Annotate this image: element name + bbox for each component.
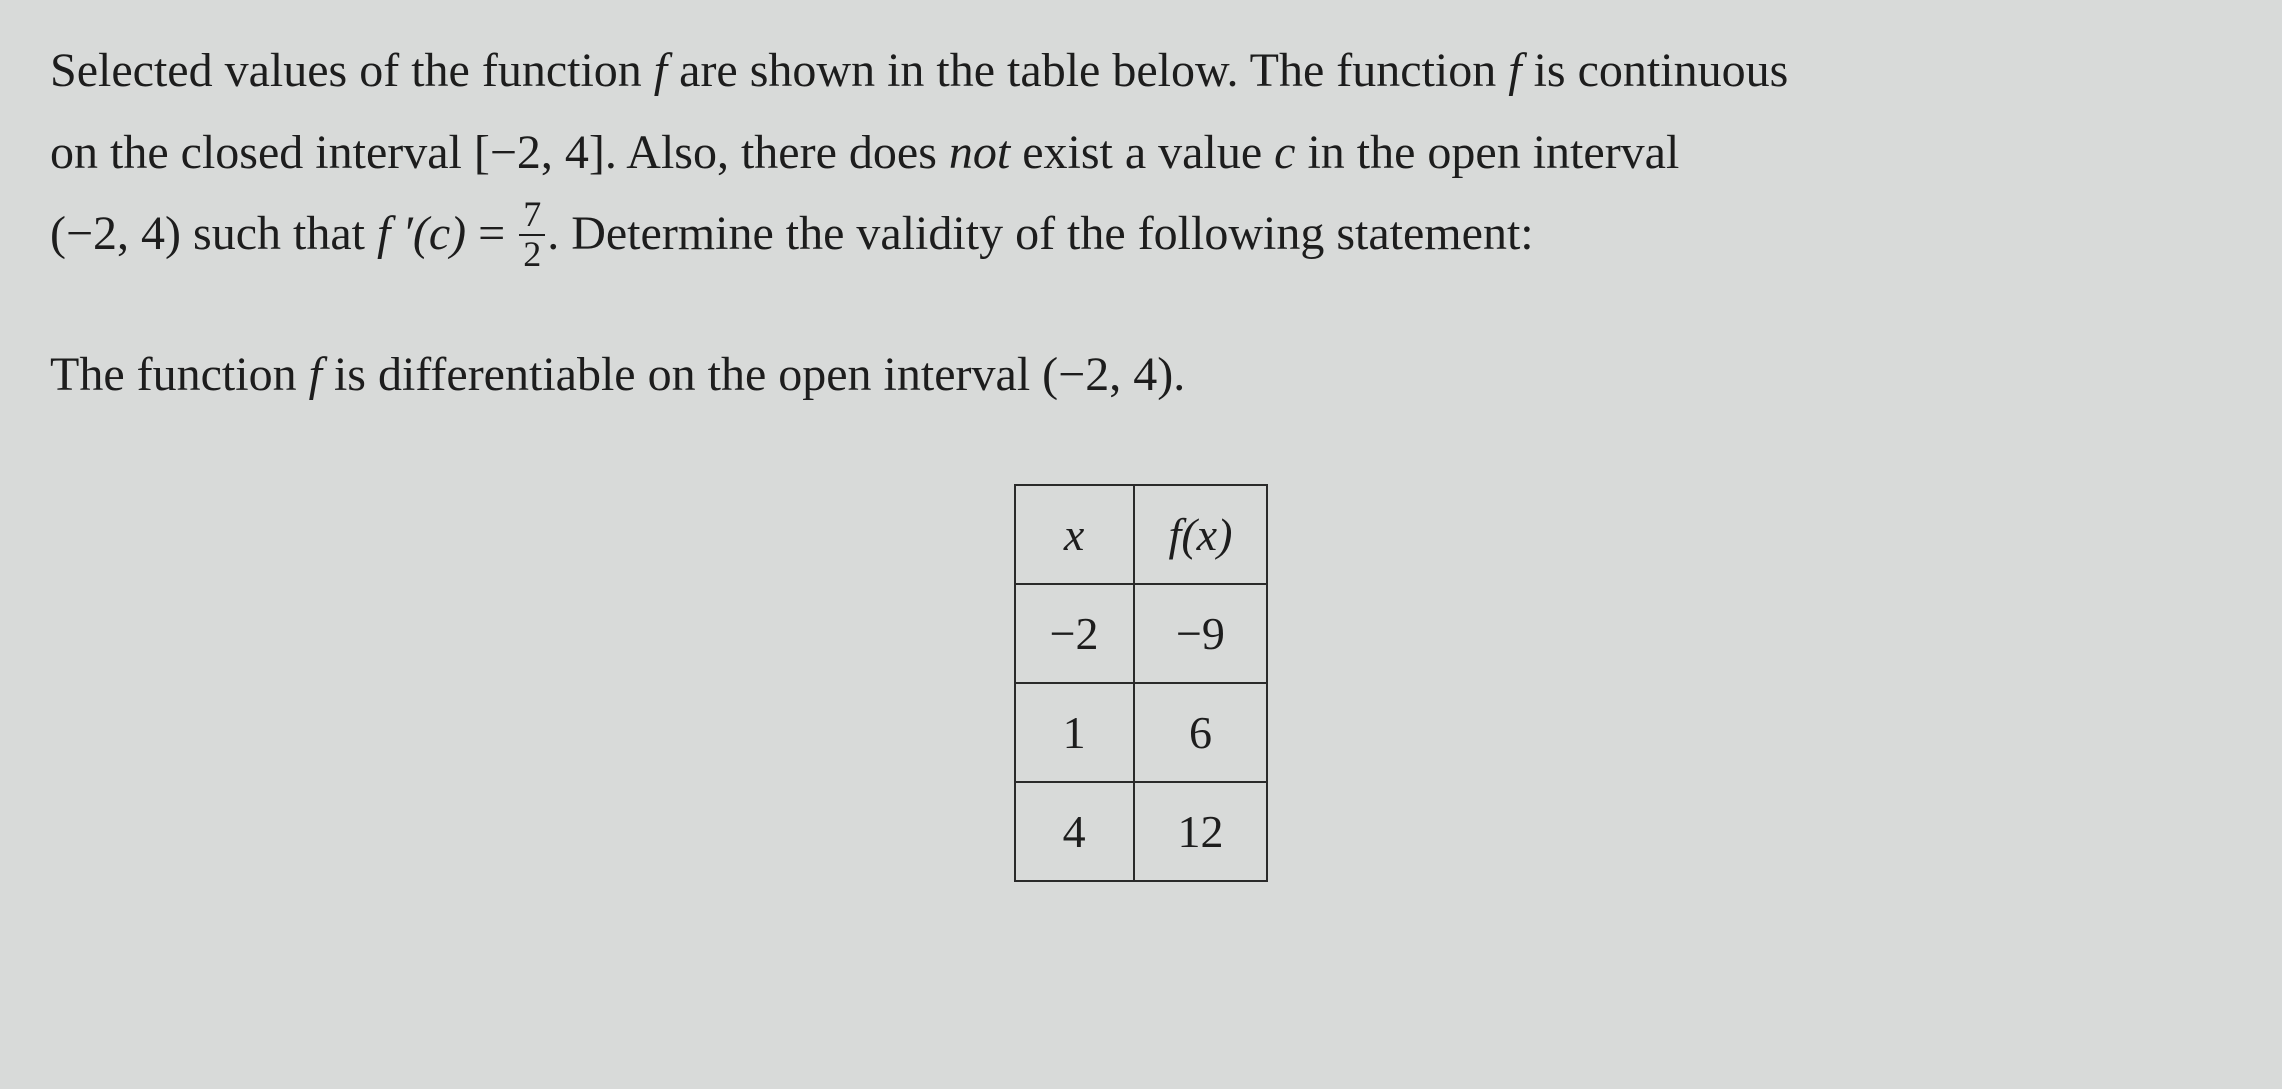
text: is continuous: [1522, 44, 1789, 97]
equals: =: [466, 207, 517, 260]
col-header-x: x: [1015, 485, 1134, 584]
text: exist a value: [1010, 126, 1274, 179]
text: on the closed interval: [50, 126, 474, 179]
text: are shown in the table below. The functi…: [667, 44, 1508, 97]
symbol-f: f: [1508, 44, 1521, 97]
text: . Determine the validity of the followin…: [547, 207, 1533, 260]
text: Selected values of the function: [50, 44, 654, 97]
symbol-c: c: [1274, 126, 1295, 179]
text: The function: [50, 348, 309, 401]
text: is differentiable on the open interval: [322, 348, 1042, 401]
page: Selected values of the function f are sh…: [0, 0, 2282, 1089]
problem-text: Selected values of the function f are sh…: [50, 30, 2232, 277]
cell-fx: 12: [1134, 782, 1268, 881]
col-x-label: x: [1064, 509, 1084, 560]
table-header-row: x f(x): [1015, 485, 1268, 584]
data-table: x f(x) −2 −9 1 6 4 12: [1014, 484, 1269, 882]
fraction-den: 2: [519, 236, 545, 274]
text: such that: [181, 207, 377, 260]
cell-fx: −9: [1134, 584, 1268, 683]
interval-closed: [−2, 4]: [474, 126, 605, 179]
text: . Also, there does: [605, 126, 949, 179]
fraction-num: 7: [519, 196, 545, 236]
cell-x: 1: [1015, 683, 1134, 782]
col-fx-label: f(x): [1169, 509, 1233, 560]
table-wrap: x f(x) −2 −9 1 6 4 12: [50, 484, 2232, 882]
cell-x: 4: [1015, 782, 1134, 881]
interval-open: (−2, 4): [1042, 348, 1173, 401]
text: in the open interval: [1295, 126, 1679, 179]
cell-fx: 6: [1134, 683, 1268, 782]
symbol-f: f: [654, 44, 667, 97]
col-header-fx: f(x): [1134, 485, 1268, 584]
f-prime: f ′(c): [377, 207, 466, 260]
statement-text: The function f is differentiable on the …: [50, 337, 2232, 414]
table-row: 4 12: [1015, 782, 1268, 881]
interval-open: (−2, 4): [50, 207, 181, 260]
cell-x: −2: [1015, 584, 1134, 683]
table-row: −2 −9: [1015, 584, 1268, 683]
symbol-f: f: [309, 348, 322, 401]
table-row: 1 6: [1015, 683, 1268, 782]
text: .: [1173, 348, 1185, 401]
not-word: not: [949, 126, 1010, 179]
fraction: 72: [519, 196, 545, 274]
